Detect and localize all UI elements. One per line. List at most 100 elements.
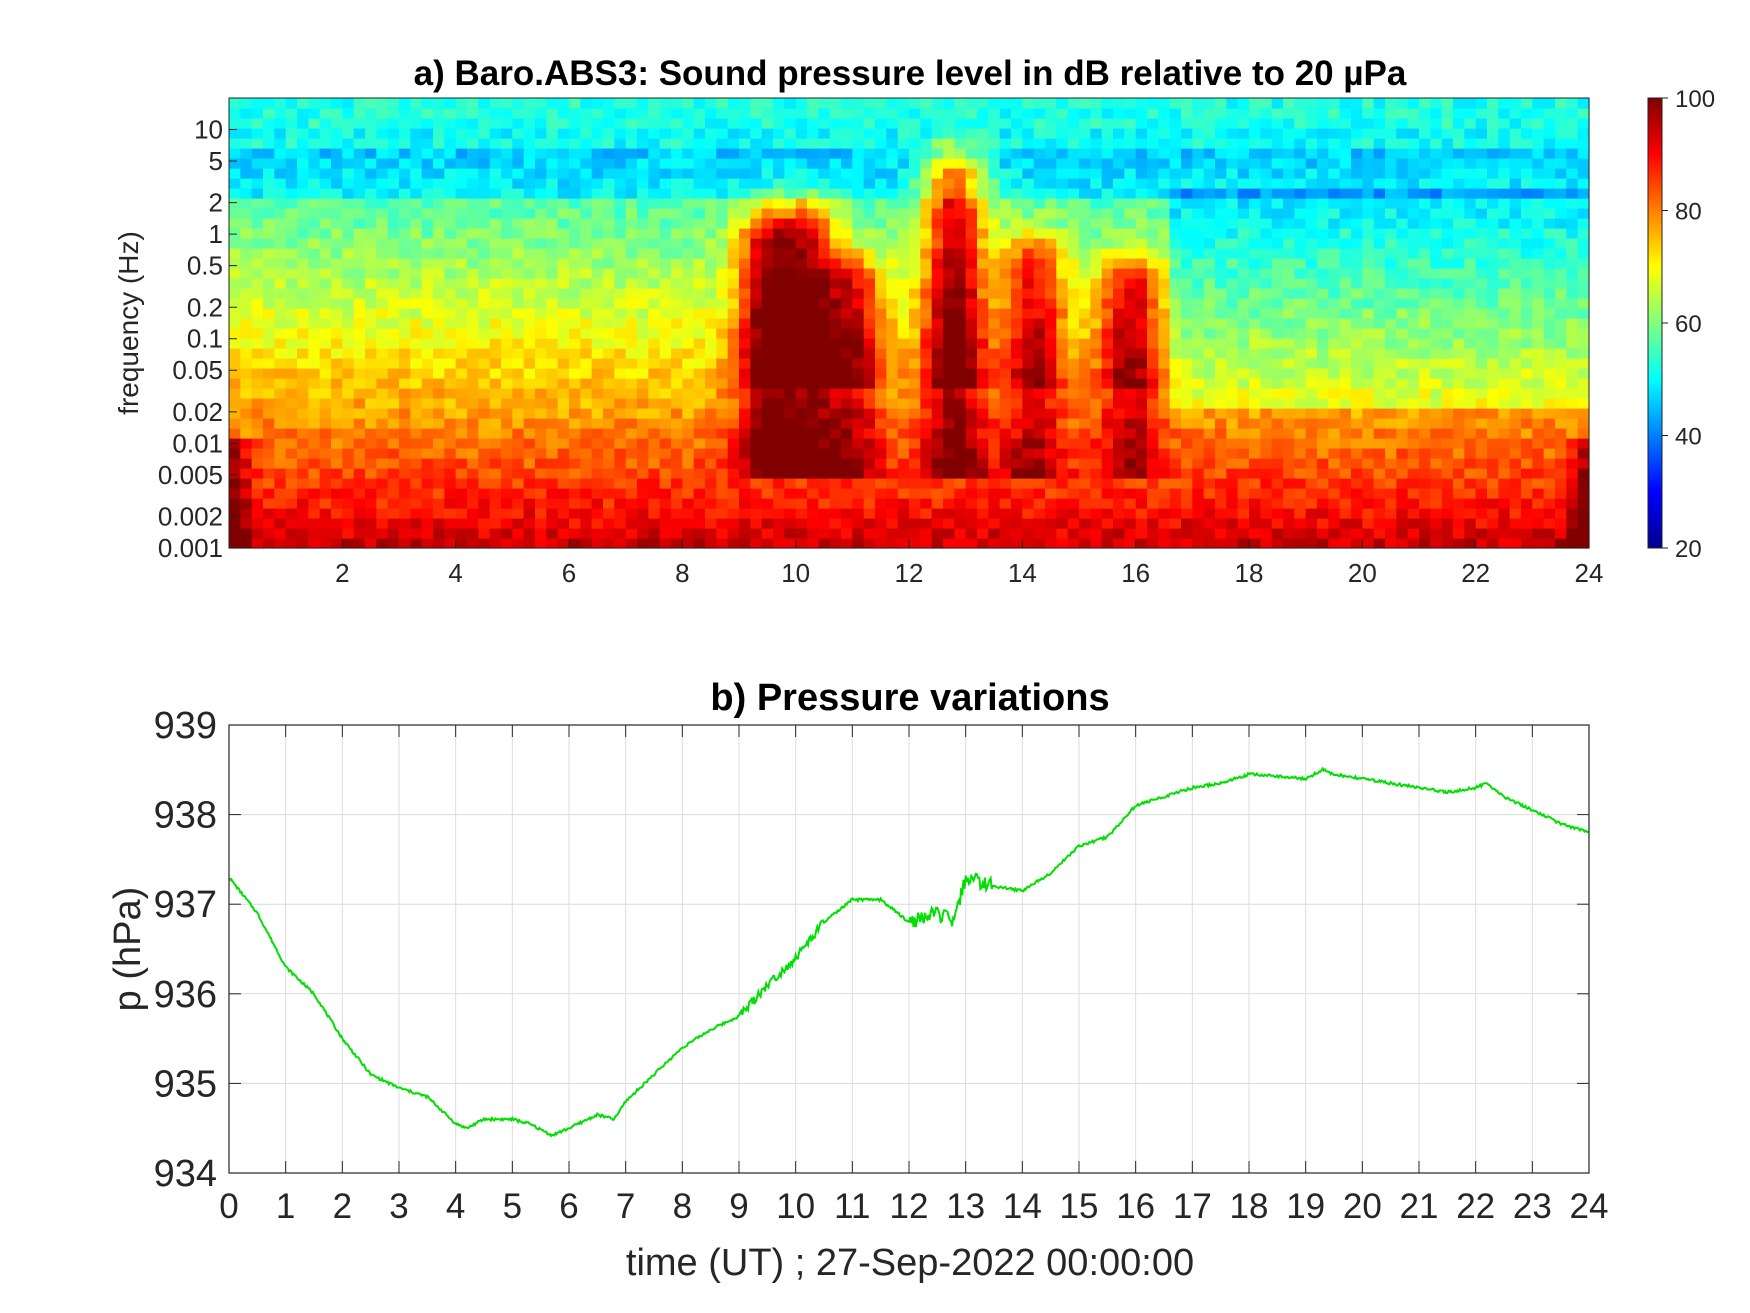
spectrogram-cell	[1067, 428, 1080, 439]
spectrogram-cell	[886, 348, 899, 359]
spectrogram-cell	[1373, 408, 1386, 419]
spectrogram-cell	[1385, 128, 1397, 139]
spectrogram-cell	[1181, 108, 1193, 119]
spectrogram-cell	[1079, 488, 1091, 499]
spectrogram-cell	[1385, 448, 1397, 459]
spectrogram-cell	[727, 268, 740, 279]
spectrogram-cell	[1283, 338, 1295, 349]
spectrogram-cell	[920, 448, 933, 459]
spectrogram-cell	[399, 218, 411, 229]
spectrogram-cell	[399, 488, 411, 499]
spectrogram-cell	[1079, 538, 1091, 549]
spectrogram-cell	[1169, 528, 1182, 539]
spectrogram-cell	[648, 448, 661, 459]
spectrogram-cell	[512, 538, 525, 549]
spectrogram-cell	[1192, 408, 1205, 419]
spectrogram-cell	[319, 158, 332, 169]
spectrogram-cell	[387, 528, 400, 539]
spectrogram-cell	[251, 188, 264, 199]
spectrogram-cell	[489, 368, 502, 379]
spectrogram-cell	[943, 438, 955, 449]
spectrogram-cell	[342, 248, 355, 259]
spectrogram-cell	[841, 408, 853, 419]
spectrogram-cell	[625, 158, 638, 169]
spectrogram-cell	[512, 248, 525, 259]
spectrogram-cell	[342, 238, 355, 249]
spectrogram-cell	[410, 108, 423, 119]
spectrogram-cell	[727, 138, 740, 149]
spectrogram-cell	[1339, 188, 1352, 199]
spectrogram-cell	[1226, 418, 1239, 429]
spectrogram-cell	[1135, 278, 1148, 289]
spectrogram-cell	[1090, 378, 1103, 389]
spectrogram-cell	[1453, 108, 1465, 119]
spectrogram-cell	[285, 118, 298, 129]
spectrogram-cell	[569, 178, 581, 189]
spectrogram-cell	[1430, 438, 1443, 449]
spectrogram-cell	[1101, 388, 1114, 399]
spectrogram-cell	[365, 338, 377, 349]
spectrogram-cell	[240, 358, 253, 369]
spectrogram-cell	[353, 488, 366, 499]
spectrogram-cell	[1453, 378, 1465, 389]
spectrogram-cell	[1169, 348, 1182, 359]
spectrogram-cell	[569, 488, 581, 499]
spectrogram-cell	[1033, 478, 1046, 489]
spectrogram-cell	[1430, 288, 1443, 299]
spectrogram-cell	[682, 378, 695, 389]
spectrogram-cell	[1056, 178, 1069, 189]
spectrogram-cell	[1033, 188, 1046, 199]
spectrogram-cell	[523, 428, 536, 439]
spectrogram-cell	[1407, 398, 1420, 409]
spectrogram-cell	[353, 338, 366, 349]
spectrogram-cell	[920, 298, 933, 309]
spectrogram-cell	[875, 418, 887, 429]
spectrogram-cell	[1475, 128, 1488, 139]
spectrogram-cell	[1362, 358, 1375, 369]
spectrogram-cell	[353, 238, 366, 249]
spectrogram-cell	[229, 98, 241, 109]
spectrogram-cell	[251, 338, 264, 349]
spectrogram-cell	[319, 138, 332, 149]
spectrogram-cell	[557, 118, 570, 129]
spectrogram-cell	[557, 528, 570, 539]
spectrogram-cell	[523, 458, 536, 469]
spectrogram-cell	[773, 268, 785, 279]
spectrogram-cell	[1430, 468, 1443, 479]
spectrogram-cell	[1317, 398, 1329, 409]
spectrogram-cell	[1147, 138, 1159, 149]
spectrogram-cell	[251, 148, 264, 159]
spectrogram-cell	[319, 198, 332, 209]
spectrogram-cell	[569, 188, 581, 199]
spectrogram-cell	[999, 318, 1012, 329]
spectrogram-cell	[682, 458, 695, 469]
spectrogram-cell	[308, 228, 321, 239]
spectrogram-cell	[705, 298, 717, 309]
spectrogram-cell	[931, 448, 944, 459]
spectrogram-cell	[1022, 348, 1035, 359]
spectrogram-cell	[1419, 508, 1431, 519]
spectrogram-cell	[784, 198, 797, 209]
spectrogram-cell	[331, 178, 343, 189]
spectrogram-cell	[1317, 518, 1329, 529]
spectrogram-cell	[1407, 158, 1420, 169]
spectrogram-cell	[693, 228, 706, 239]
spectrogram-cell	[478, 318, 491, 329]
spectrogram-cell	[365, 498, 377, 509]
spectrogram-cell	[1430, 198, 1443, 209]
spectrogram-cell	[1192, 308, 1205, 319]
spectrogram-cell	[569, 478, 581, 489]
spectrogram-cell	[671, 518, 683, 529]
spectrogram-cell	[1351, 338, 1363, 349]
spectrogram-cell	[455, 248, 468, 259]
spectrogram-cell	[977, 258, 989, 269]
spectrogram-cell	[1396, 108, 1409, 119]
spectrogram-cell	[965, 468, 978, 479]
spectrogram-cell	[818, 298, 831, 309]
spectrogram-cell	[1475, 398, 1488, 409]
spectrogram-cell	[1249, 498, 1261, 509]
spectrogram-cell	[875, 498, 887, 509]
spectrogram-cell	[1385, 108, 1397, 119]
spectrogram-cell	[353, 218, 366, 229]
spectrogram-cell	[727, 488, 740, 499]
